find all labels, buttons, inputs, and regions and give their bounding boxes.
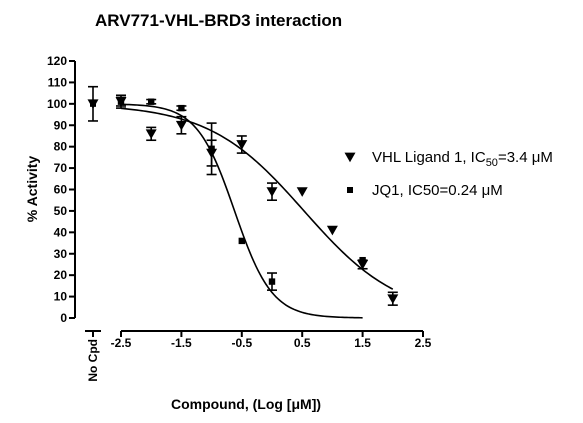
control-label: No Cpd (86, 339, 100, 382)
legend-label-vhl: VHL Ligand 1, IC50=3.4 μM (372, 149, 553, 169)
fit-curve (120, 103, 363, 319)
y-tick-label: 0 (60, 311, 67, 325)
y-tick-label: 50 (54, 204, 68, 218)
y-tick-label: 120 (47, 54, 67, 68)
y-tick-label: 80 (54, 140, 68, 154)
fit-curves (120, 103, 394, 319)
chart-title: ARV771-VHL-BRD3 interaction (95, 11, 342, 30)
y-tick-label: 100 (47, 97, 67, 111)
triangle-marker (296, 187, 308, 197)
triangle-marker (236, 140, 248, 150)
triangle-marker (145, 129, 157, 140)
y-tick-label: 20 (54, 268, 68, 282)
triangle-marker (326, 225, 338, 236)
triangle-marker (387, 294, 399, 304)
triangle-marker (266, 187, 278, 197)
legend-label-jq1: JQ1, IC50=0.24 μM (372, 182, 503, 199)
y-tick-label: 110 (48, 75, 68, 89)
square-marker (178, 104, 185, 112)
x-tick-label: 1.5 (354, 336, 371, 350)
y-tick-label: 30 (54, 247, 68, 261)
square-marker (347, 187, 353, 193)
x-tick-label: -1.5 (171, 336, 192, 350)
square-marker (359, 256, 366, 264)
square-marker (268, 278, 276, 285)
y-tick-label: 90 (54, 118, 68, 132)
x-axis-label: Compound, (Log [μM]) (171, 396, 321, 412)
square-marker (148, 98, 155, 105)
y-tick-label: 70 (54, 161, 68, 175)
square-marker (117, 98, 125, 105)
triangle-marker (344, 152, 356, 163)
legend: VHL Ligand 1, IC50=3.4 μM JQ1, IC50=0.24 … (344, 149, 553, 199)
square-marker (238, 237, 245, 245)
triangle-marker (175, 120, 187, 131)
square-marker (208, 145, 215, 153)
y-tick-label: 60 (54, 183, 68, 197)
axes: 0 10 20 30 40 50 60 70 80 90 100 110 120 -2.5 -1.5 -0.5… (47, 54, 432, 382)
y-tick-label: 10 (54, 290, 68, 304)
y-tick-label: 40 (54, 225, 68, 239)
data-points (87, 85, 399, 306)
y-axis-label: % Activity (24, 156, 40, 223)
square-marker (90, 100, 96, 107)
x-tick-label: 2.5 (415, 336, 432, 350)
fit-curve (120, 107, 394, 290)
x-tick-label: -0.5 (231, 336, 252, 350)
x-tick-label: 0.5 (294, 336, 311, 350)
x-tick-label: -2.5 (111, 336, 132, 350)
